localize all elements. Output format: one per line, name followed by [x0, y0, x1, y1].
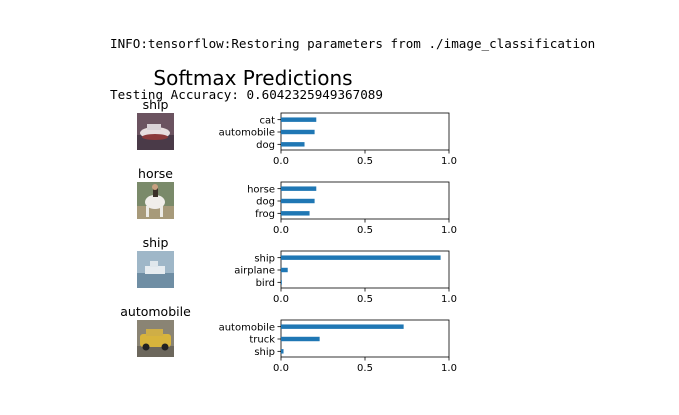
x-tick-label: 1.0: [441, 363, 457, 374]
category-label: horse: [247, 184, 275, 195]
category-label: ship: [254, 347, 275, 358]
x-tick-label: 0.0: [273, 363, 289, 374]
image-label: automobile: [120, 304, 191, 319]
x-tick-label: 1.0: [441, 225, 457, 236]
category-label: cat: [259, 115, 275, 126]
x-tick-label: 0.0: [273, 225, 289, 236]
category-label: truck: [249, 335, 275, 346]
image-label: ship: [143, 97, 169, 112]
bar: [281, 336, 320, 342]
bar: [281, 142, 305, 147]
bar: [281, 349, 284, 354]
figure-title: Softmax Predictions: [153, 66, 352, 90]
bar: [281, 186, 317, 191]
x-tick-label: 1.0: [441, 156, 457, 167]
category-label: automobile: [219, 322, 275, 333]
bar: [281, 267, 288, 273]
x-tick-label: 0.5: [357, 225, 373, 236]
x-tick-label: 0.5: [357, 294, 373, 305]
bar: [281, 211, 310, 216]
category-label: dog: [256, 197, 275, 208]
bar: [281, 117, 317, 122]
category-label: dog: [256, 140, 275, 151]
category-label: ship: [254, 253, 275, 264]
category-label: airplane: [234, 266, 275, 277]
category-label: bird: [256, 278, 275, 289]
image-label: horse: [138, 166, 173, 181]
x-tick-label: 1.0: [441, 294, 457, 305]
x-tick-label: 0.0: [273, 294, 289, 305]
x-tick-label: 0.5: [357, 156, 373, 167]
category-label: frog: [255, 209, 275, 220]
thumbnail-content: [137, 113, 174, 150]
bar: [281, 198, 315, 204]
bar: [281, 324, 404, 329]
bar: [281, 255, 441, 260]
console-log-line: INFO:tensorflow:Restoring parameters fro…: [110, 36, 596, 51]
category-label: automobile: [219, 128, 275, 139]
console-output: INFO:tensorflow:Restoring parameters fro…: [110, 1, 595, 120]
bar: [281, 280, 282, 285]
thumbnail-content: [137, 182, 174, 219]
image-label: ship: [143, 235, 169, 250]
x-tick-label: 0.0: [273, 156, 289, 167]
thumbnail-content: [137, 320, 174, 357]
thumbnail-content: [137, 251, 174, 288]
console-accuracy-line: Testing Accuracy: 0.6042325949367089: [110, 87, 383, 102]
bar: [281, 129, 315, 135]
x-tick-label: 0.5: [357, 363, 373, 374]
